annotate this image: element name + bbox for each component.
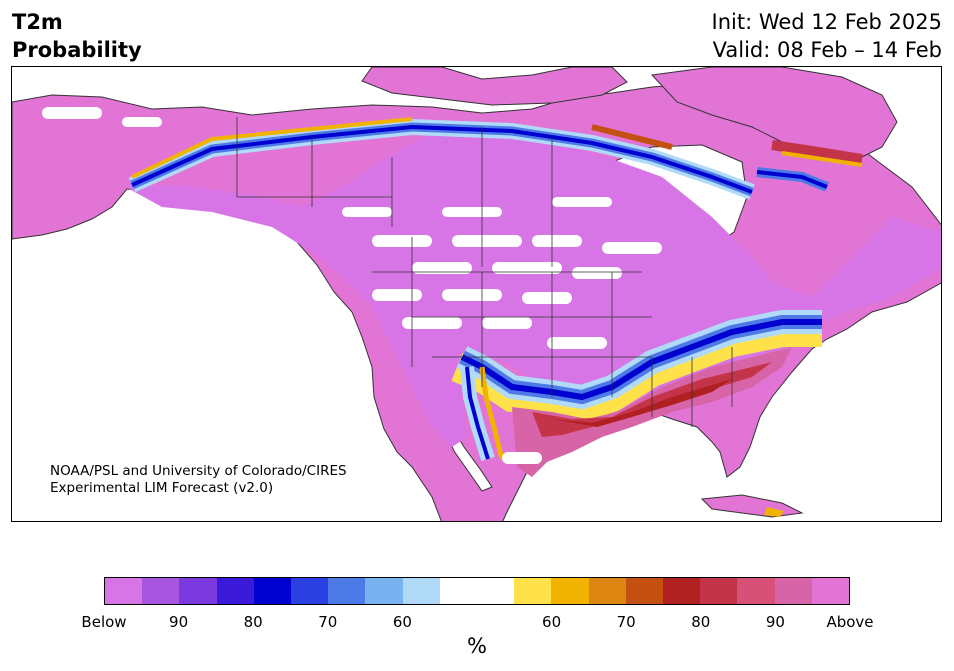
credit-line-1: NOAA/PSL and University of Colorado/CIRE… [50, 463, 347, 479]
colorbar-segment [774, 578, 812, 604]
colorbar-tick-label: 70 [318, 613, 338, 631]
colorbar-segment [737, 578, 775, 604]
colorbar-segment [105, 578, 143, 604]
colorbar-segment [402, 578, 440, 604]
credit-line-2: Experimental LIM Forecast (v2.0) [50, 480, 274, 496]
arctic-islands [361, 67, 628, 106]
colorbar-tick-label: 90 [169, 613, 189, 631]
caribbean-warm-anomaly [764, 507, 784, 517]
colorbar-unit: % [467, 634, 487, 658]
colorbar-segment [439, 578, 478, 604]
forecast-dates: Init: Wed 12 Feb 2025 Valid: 08 Feb – 14… [712, 8, 942, 64]
colorbar-segment [365, 578, 403, 604]
colorbar-segment [588, 578, 626, 604]
colorbar-segment [477, 578, 515, 604]
colorbar [104, 577, 850, 605]
political-boundaries [236, 117, 733, 427]
colorbar-segment [811, 578, 850, 604]
variable-label: T2m [12, 10, 63, 34]
colorbar-tick-label: 60 [542, 613, 562, 631]
map-credit: NOAA/PSL and University of Colorado/CIRE… [50, 463, 347, 497]
init-date: Init: Wed 12 Feb 2025 [711, 10, 942, 34]
colorbar-segment [551, 578, 589, 604]
colorbar-segment [291, 578, 329, 604]
near-normal-patches [42, 107, 662, 494]
colorbar-tick-label: 60 [392, 613, 412, 631]
product-label: Probability [12, 38, 142, 62]
map-title: T2m Probability [12, 8, 142, 64]
landmass-greenland [650, 67, 898, 163]
probability-map [12, 67, 941, 521]
colorbar-segment [663, 578, 701, 604]
colorbar-segment [700, 578, 738, 604]
colorbar-segment [253, 578, 292, 604]
colorbar-segment [179, 578, 217, 604]
valid-range: Valid: 08 Feb – 14 Feb [712, 38, 942, 62]
colorbar-tick-label: 70 [616, 613, 636, 631]
colorbar-tick-label: Above [826, 613, 874, 631]
map-panel: NOAA/PSL and University of Colorado/CIRE… [11, 66, 942, 522]
colorbar-tick-label: Below [81, 613, 127, 631]
colorbar-tick-label: 80 [691, 613, 711, 631]
colorbar-segment [514, 578, 552, 604]
colorbar-segment [625, 578, 664, 604]
colorbar-tick-label: 80 [243, 613, 263, 631]
colorbar-tick-label: 90 [765, 613, 785, 631]
colorbar-segment [142, 578, 180, 604]
colorbar-segment [216, 578, 254, 604]
colorbar-segment [328, 578, 366, 604]
